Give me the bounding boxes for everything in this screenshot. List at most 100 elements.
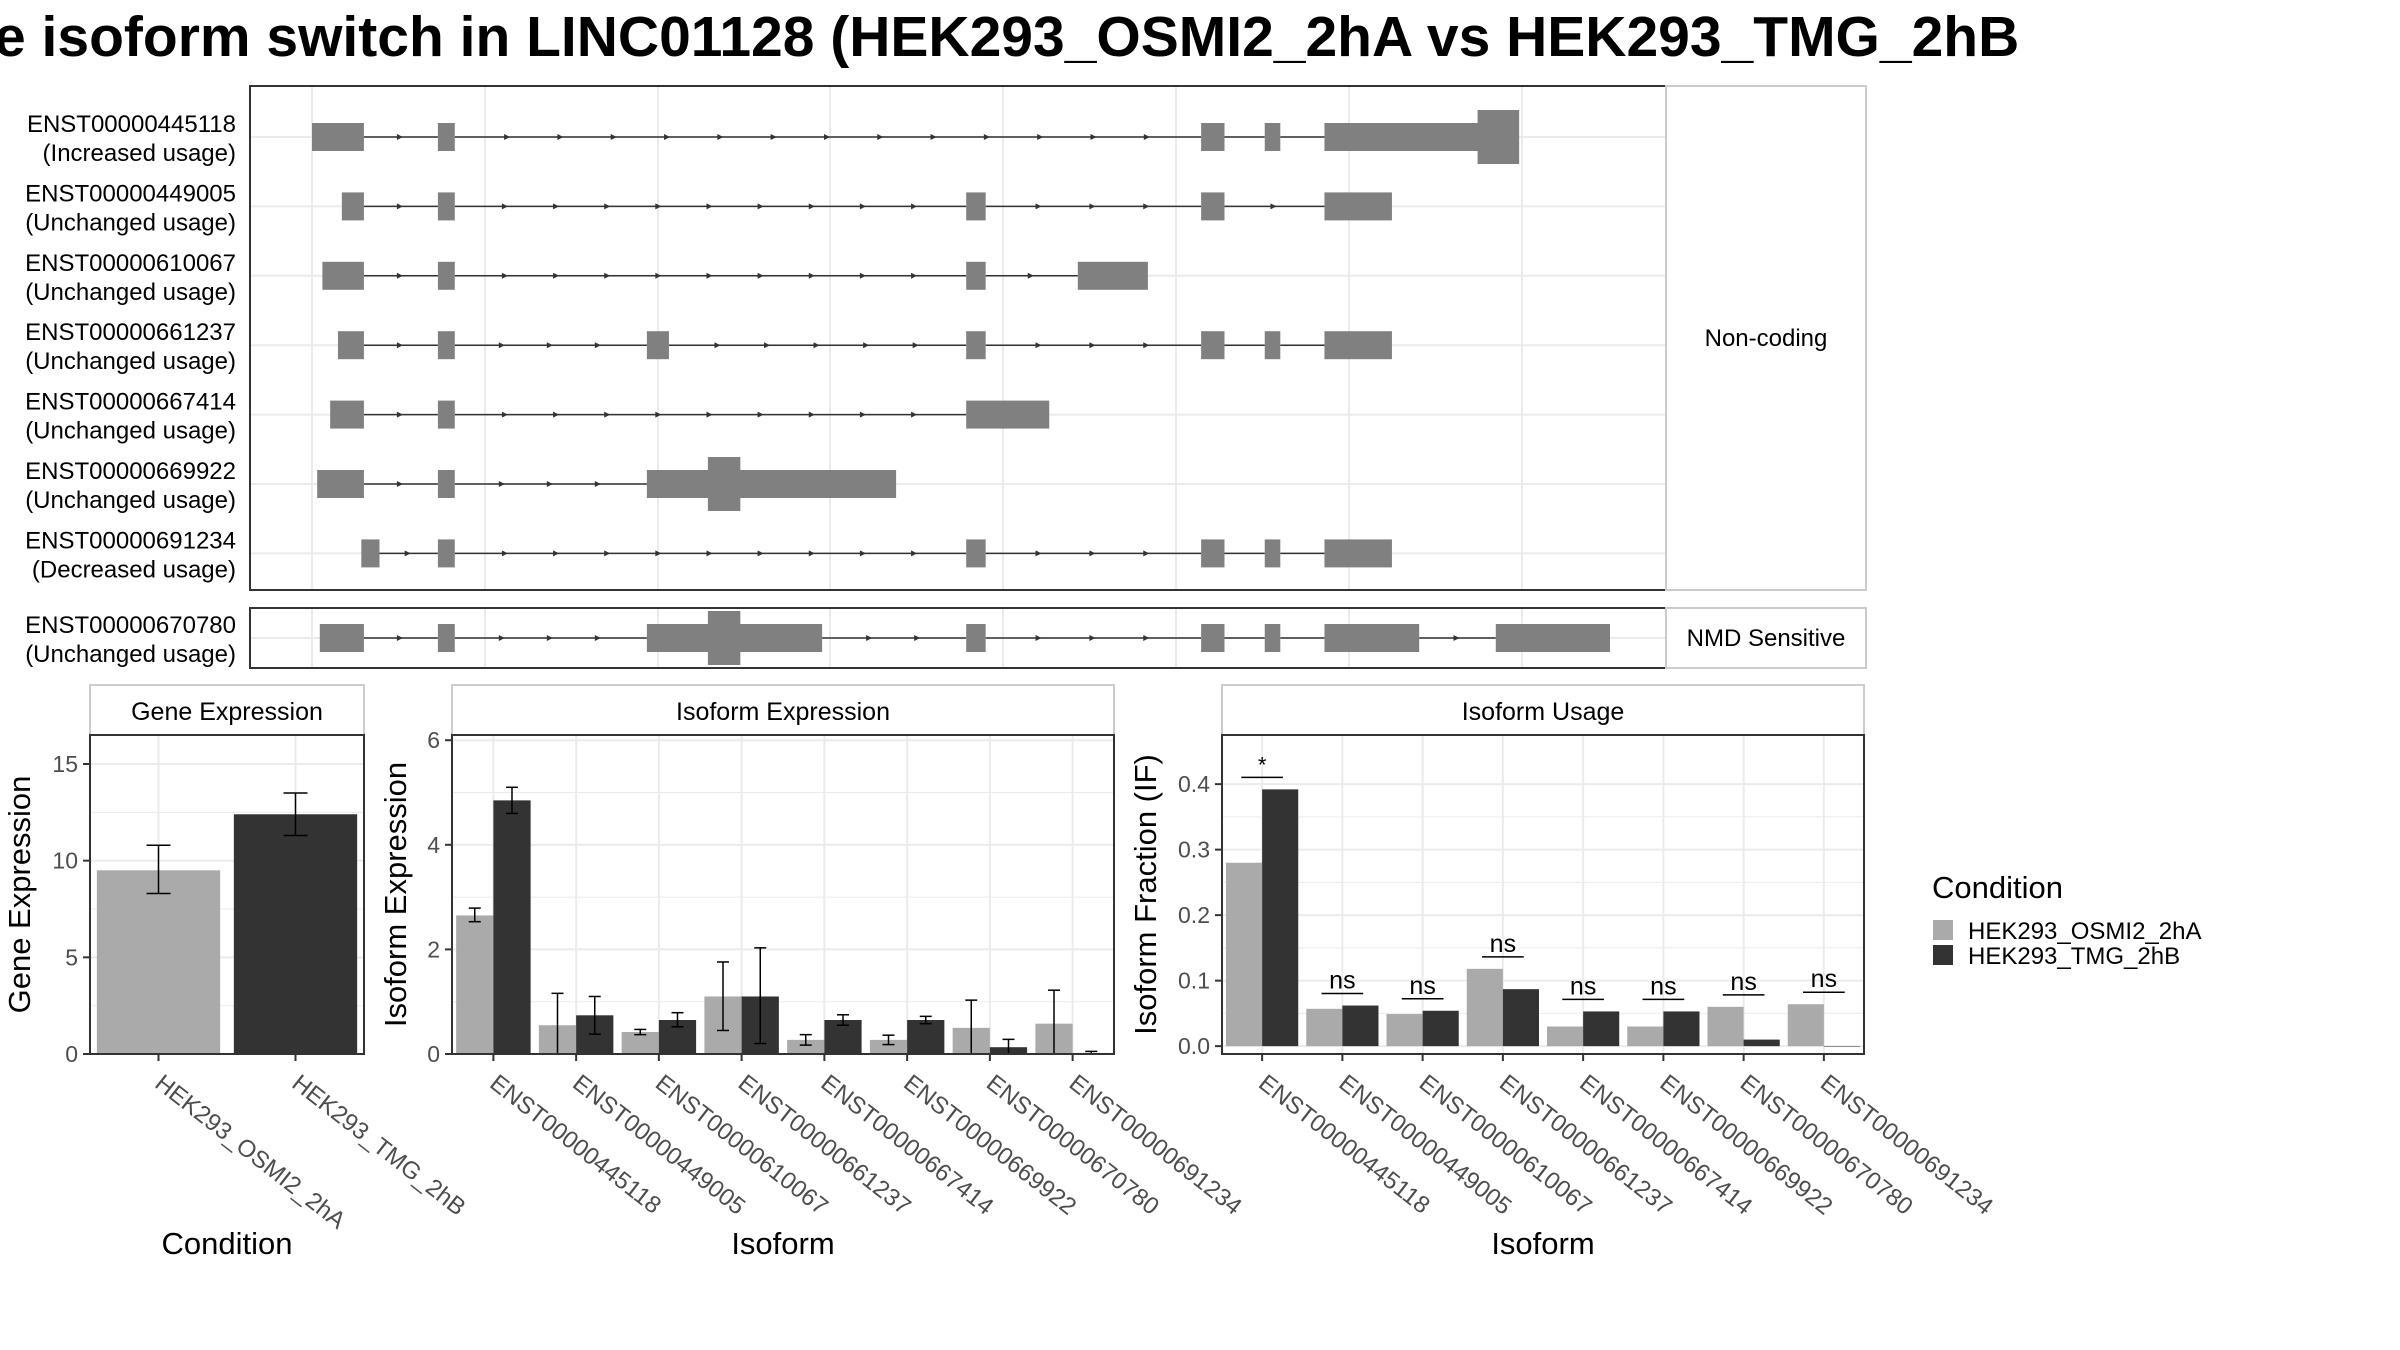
isoform-usage-label: (Unchanged usage) [25,279,236,306]
exon [322,261,364,290]
strand-arrow [808,272,815,279]
exon [646,470,897,498]
strand-arrow [757,272,764,279]
isoform-row: ENST00000670780(Unchanged usage) [25,611,1610,668]
strand-arrow [604,203,611,210]
strand-arrow [1143,203,1150,210]
strand-arrow [655,203,662,210]
strand-arrow [877,134,884,140]
y-tick-label: 6 [427,727,440,753]
bar [1342,1005,1379,1047]
isoform-row: ENST00000669922(Unchanged usage) [25,457,897,514]
isoform-row: ENST00000449005(Unchanged usage) [25,180,1392,236]
exon [317,470,364,498]
exon [437,331,455,360]
exon [1324,624,1420,652]
error-bar [671,1011,684,1028]
isoform-usage-chart: Isoform Usage * ns ns ns ns ns ns ns 0.0 0.1 0.2 0.3… [1128,684,1998,1261]
strand-arrow [1035,203,1042,210]
legend-title: Condition [1932,870,2063,905]
legend-swatch-b [1933,945,1953,965]
isoform-usage-label: (Unchanged usage) [25,418,236,445]
panel-title: Isoform Usage [1462,698,1625,726]
exon [646,331,669,360]
y-tick-label: 0 [65,1041,78,1067]
strand-arrow [706,411,713,418]
strand-arrow [1089,635,1096,641]
y-tick-label: 0.1 [1178,968,1210,994]
strand-arrow [396,635,403,641]
bar [233,814,358,1054]
significance-label: ns [1811,965,1837,993]
error-bar [634,1028,647,1036]
strand-arrow [553,550,560,557]
strand-arrow [983,134,990,140]
exon [337,331,364,360]
exon [1324,192,1392,221]
isoform-usage-label: (Unchanged usage) [25,487,236,514]
exon [966,400,1050,429]
strand-arrow [1143,134,1150,140]
exon [1324,331,1392,360]
bar [1386,1014,1423,1047]
y-axis-title: Isoform Fraction (IF) [1128,754,1163,1035]
strand-arrow [1090,134,1097,140]
bar [1627,1026,1664,1047]
isoform-usage-label: (Increased usage) [43,140,236,167]
isoform-usage-label: (Decreased usage) [32,556,236,583]
facet-strip-label: Non-coding [1705,325,1828,352]
isoform-id-label: ENST00000667414 [25,389,236,416]
strand-arrow [604,550,611,557]
exon [1324,123,1483,151]
significance-label: ns [1329,967,1355,995]
y-tick-label: 0.0 [1178,1033,1210,1059]
strand-arrow [808,411,815,418]
strand-arrow [1143,342,1150,349]
strand-arrow [396,342,403,349]
condition-legend: Condition HEK293_OSMI2_2hA HEK293_TMG_2h… [1932,870,2201,970]
strand-arrow [664,134,671,140]
strand-arrow [1089,203,1096,210]
error-bar [882,1034,895,1046]
strand-arrow [866,635,873,641]
strand-arrow [498,635,505,641]
strand-arrow [396,203,403,210]
isoform-id-label: ENST00000669922 [25,458,236,485]
strand-arrow [404,550,411,557]
y-tick-label: 0 [427,1041,440,1067]
strand-arrow [1270,203,1277,210]
strand-arrow [770,134,777,140]
strand-arrow [553,411,560,418]
bar [1743,1039,1780,1047]
strand-arrow [912,342,919,349]
facet-strip-label: NMD Sensitive [1687,625,1846,652]
bar [907,1020,945,1054]
panel-border [89,734,365,1055]
strand-arrow [1089,550,1096,557]
strand-arrow [706,272,713,279]
strand-arrow [757,203,764,210]
strand-arrow [594,481,601,487]
strand-arrow [1089,342,1096,349]
exon-domain [1477,110,1520,164]
isoform-id-label: ENST00000670780 [25,612,236,639]
panel-title: Isoform Expression [676,698,890,726]
panel-strip [89,684,365,736]
bar [621,1032,659,1054]
bar [493,800,531,1054]
exon [966,539,986,568]
isoform-id-label: ENST00000661237 [25,319,236,346]
bar [1466,968,1503,1047]
exon [1264,123,1281,151]
strand-arrow [1143,635,1150,641]
strand-arrow [859,272,866,279]
strand-arrow [1035,342,1042,349]
exon [1264,624,1281,652]
x-axis-title: Condition [162,1226,293,1261]
bar [1502,989,1539,1047]
y-axis-title: Isoform Expression [378,762,413,1027]
strand-arrow [706,550,713,557]
strand-arrow [808,550,815,557]
strand-arrow [706,203,713,210]
structure-facet-0: ENST00000445118(Increased usage)ENST0000… [25,85,1867,591]
